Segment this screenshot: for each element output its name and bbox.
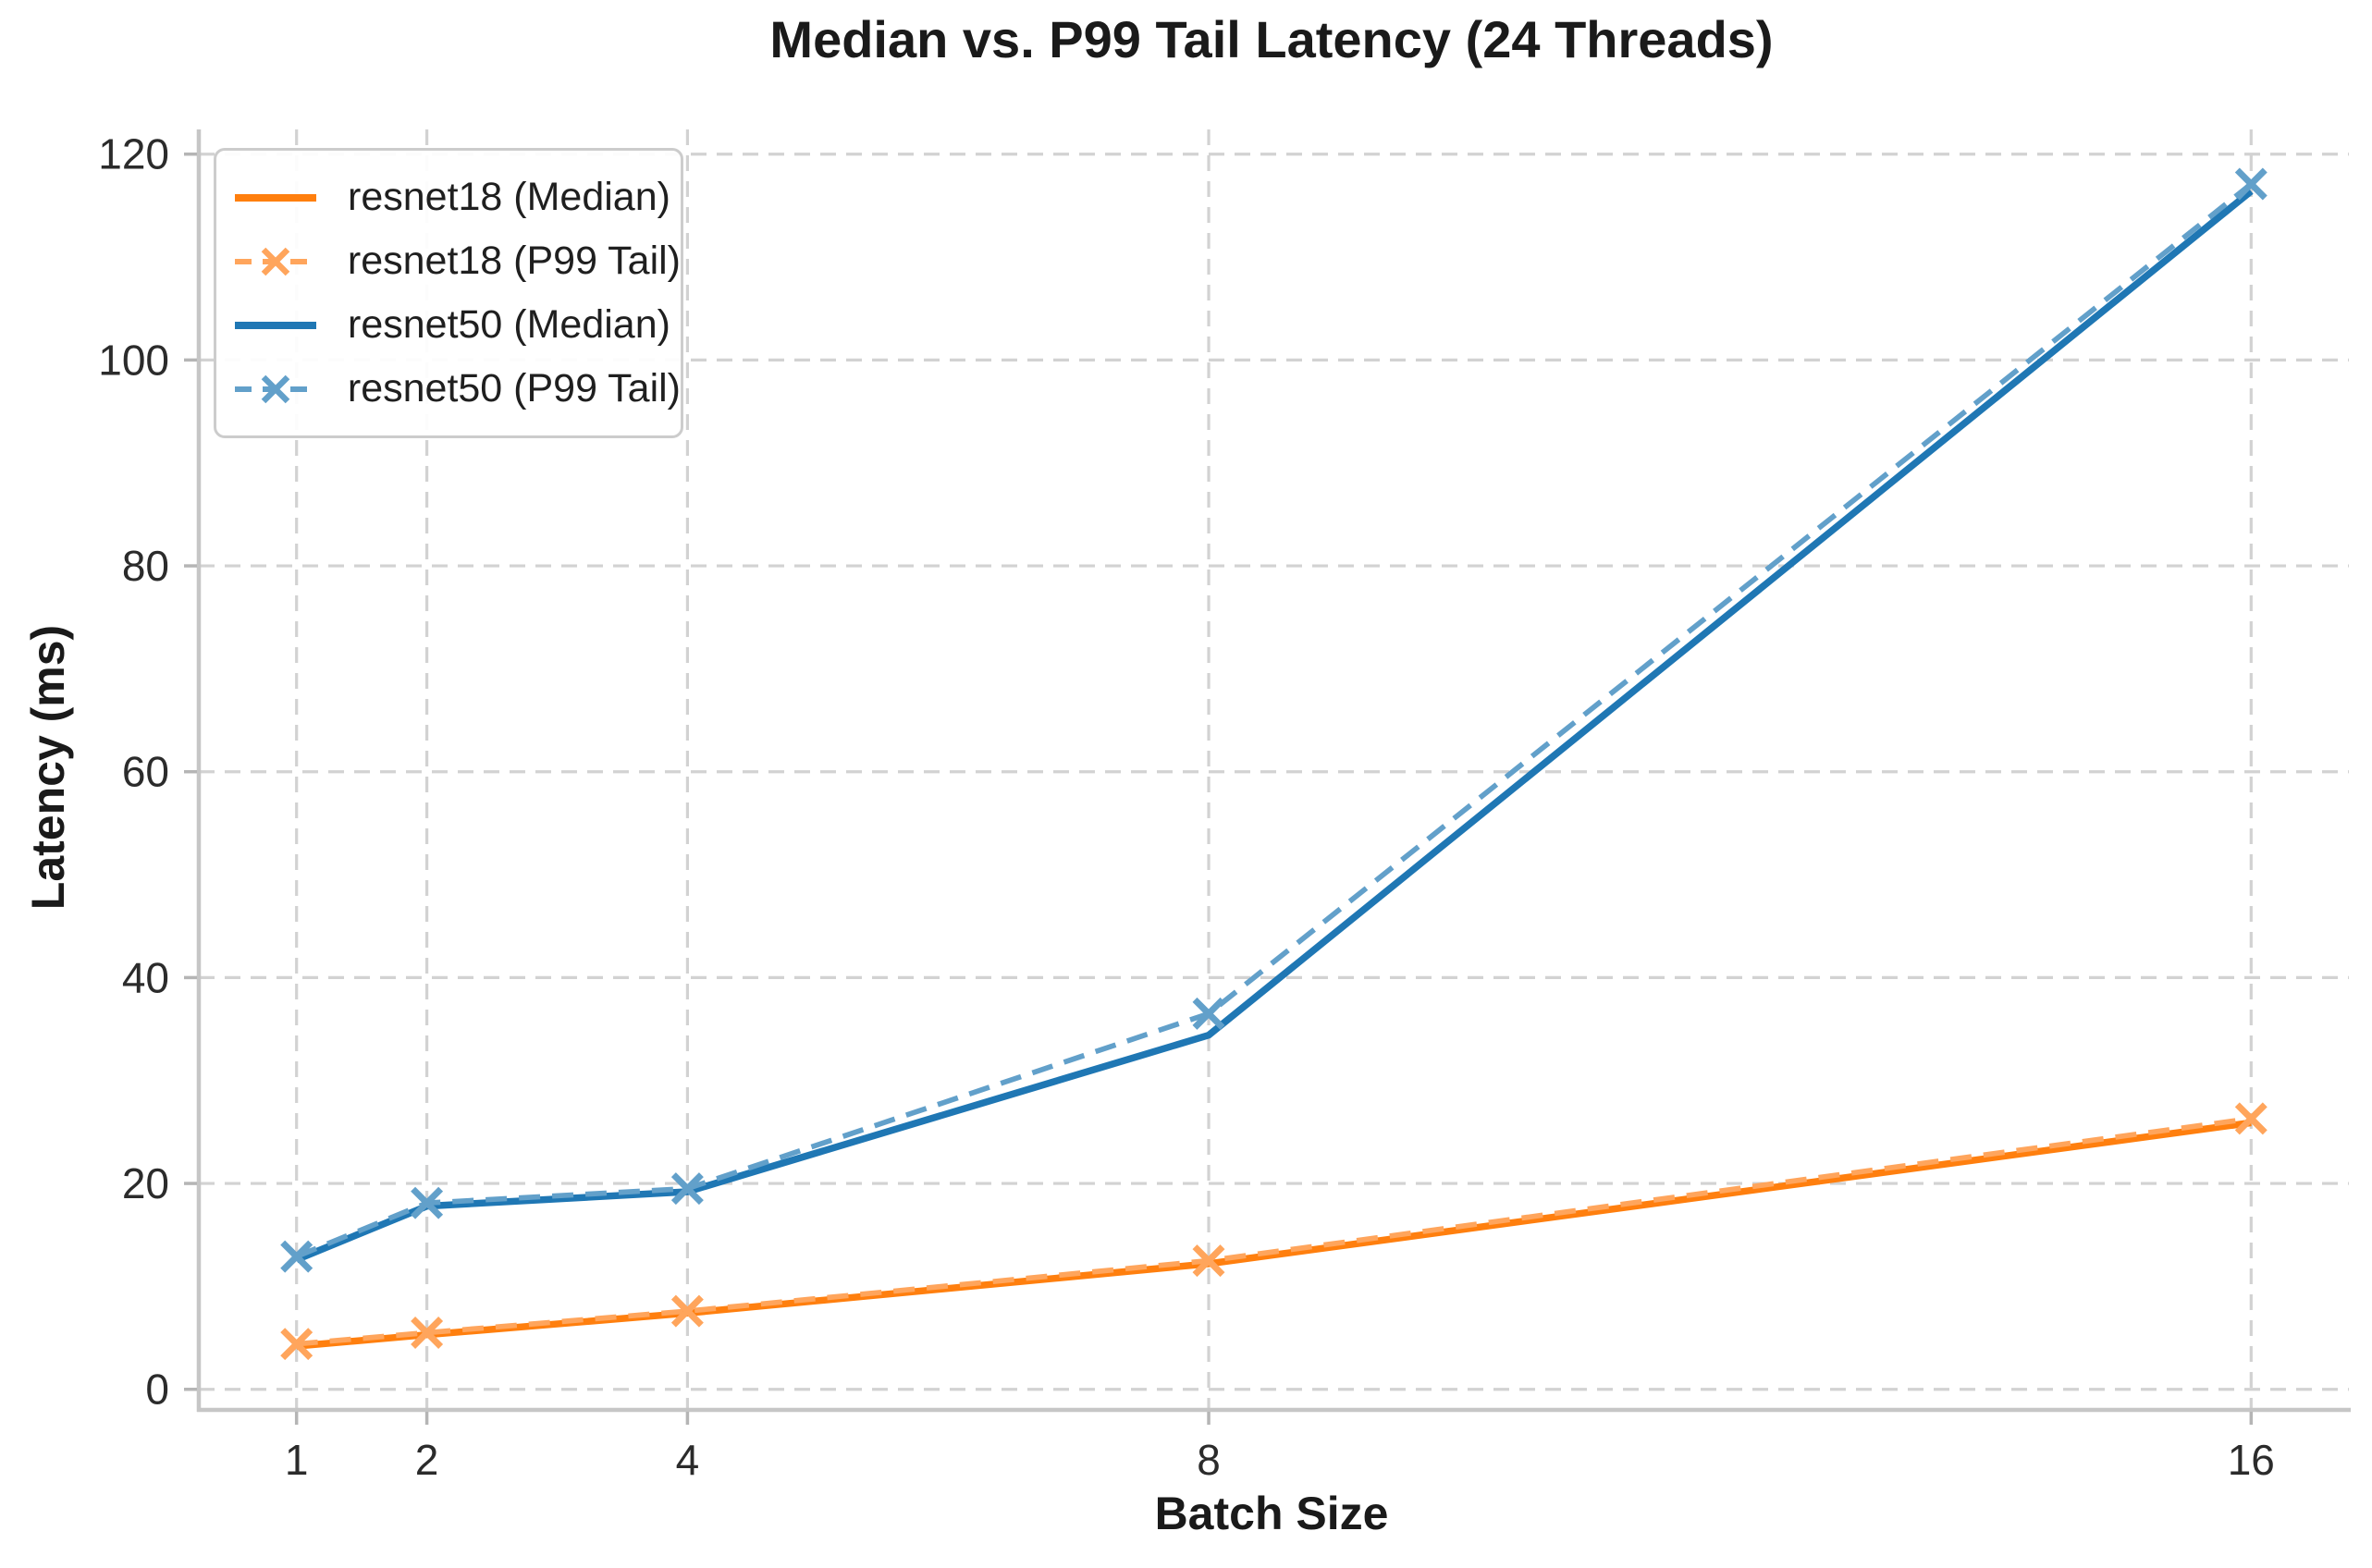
legend-dashed-line-swatch [235, 374, 316, 403]
x-tick-label-2: 2 [415, 1436, 439, 1484]
series-markers-resnet18-p99-tail [280, 1102, 2268, 1361]
legend: resnet18 (Median) resnet18 (P99 Tail) resn… [214, 148, 683, 438]
y-tick-label-120: 120 [98, 130, 169, 178]
legend-item-label: resnet18 (P99 Tail) [347, 239, 681, 283]
legend-item: resnet18 (Median) [216, 175, 681, 220]
series-markers-resnet50-p99-tail [280, 167, 2268, 1273]
y-axis-label: Latency (ms) [22, 624, 74, 911]
x-marker-icon [261, 374, 290, 403]
tick-marks [184, 152, 2254, 1425]
y-tick-label-80: 80 [122, 542, 169, 590]
legend-dashed-line-swatch [235, 247, 316, 276]
y-tick-label-20: 20 [122, 1159, 169, 1207]
x-tick-label-4: 4 [676, 1436, 700, 1484]
chart-title: Median vs. P99 Tail Latency (24 Threads) [769, 10, 1774, 68]
x-tick-label-16: 16 [2228, 1436, 2275, 1484]
legend-solid-line-swatch [235, 193, 316, 202]
x-marker-icon [261, 247, 290, 276]
legend-item: resnet18 (P99 Tail) [216, 239, 681, 284]
x-tick-label-1: 1 [285, 1436, 309, 1484]
series-group [280, 167, 2268, 1361]
y-tick-label-40: 40 [122, 953, 169, 1001]
y-tick-label-100: 100 [98, 336, 169, 384]
legend-item-label: resnet50 (Median) [348, 302, 670, 347]
y-tick-label-0: 0 [145, 1366, 169, 1414]
tick-labels: 0 20 40 60 80 100 120 1 2 4 8 16 [98, 130, 2275, 1484]
x-axis-label: Batch Size [1154, 1488, 1389, 1539]
legend-item: resnet50 (Median) [216, 302, 681, 348]
legend-item-label: resnet18 (Median) [348, 175, 670, 219]
legend-item: resnet50 (P99 Tail) [216, 366, 681, 411]
x-tick-label-8: 8 [1197, 1436, 1221, 1484]
y-tick-label-60: 60 [122, 748, 169, 796]
series-line-resnet18-p99-tail [296, 1116, 2252, 1347]
legend-solid-line-swatch [235, 321, 316, 329]
axes-spines [196, 129, 2351, 1413]
legend-item-label: resnet50 (P99 Tail) [347, 366, 681, 410]
